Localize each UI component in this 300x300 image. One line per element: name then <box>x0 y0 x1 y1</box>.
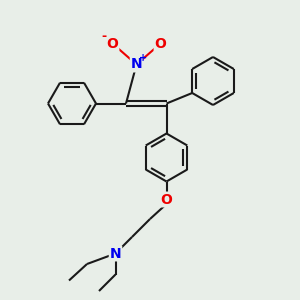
Text: O: O <box>154 37 166 50</box>
Text: N: N <box>110 247 121 260</box>
Text: N: N <box>131 58 142 71</box>
Text: O: O <box>160 193 172 206</box>
Text: +: + <box>139 53 147 63</box>
Text: -: - <box>101 30 107 44</box>
Text: O: O <box>106 37 119 50</box>
